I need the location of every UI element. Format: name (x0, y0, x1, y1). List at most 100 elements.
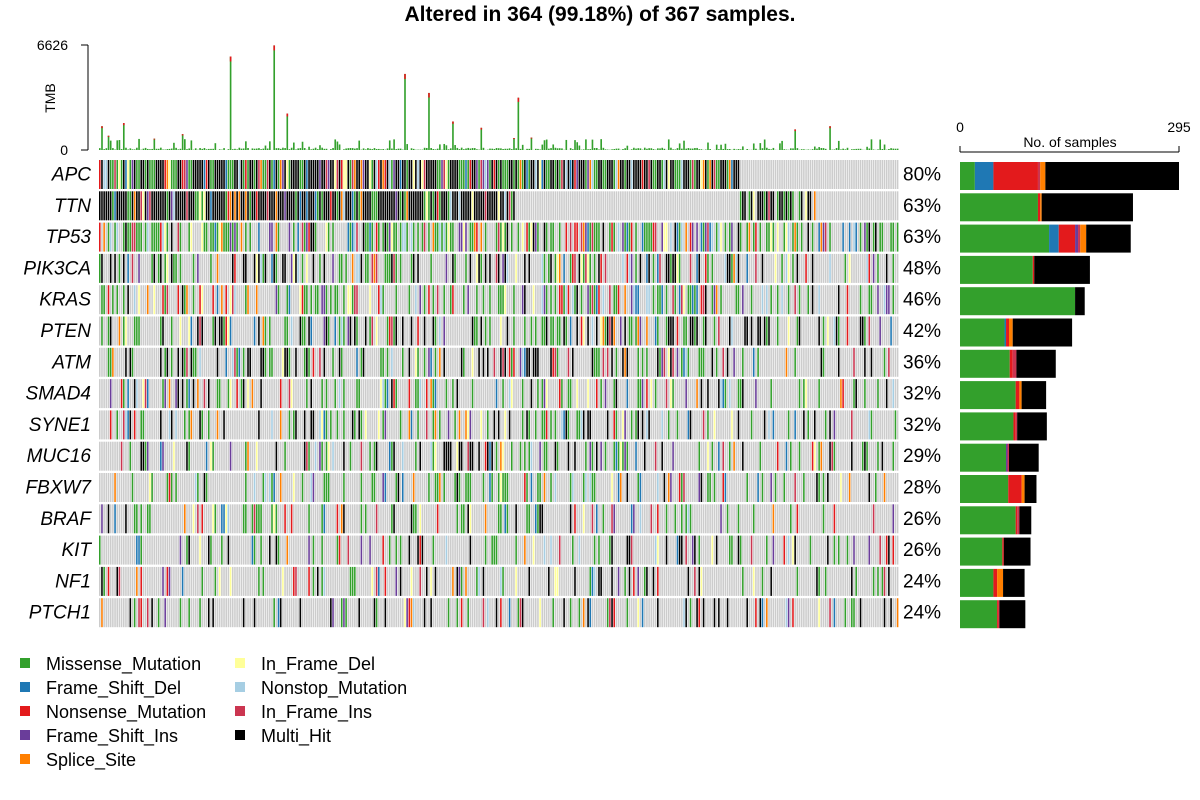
matrix-cell (781, 191, 783, 221)
tmb-bar (541, 144, 544, 150)
matrix-cell (657, 191, 659, 221)
matrix-cell (454, 410, 456, 440)
matrix-cell (380, 316, 382, 346)
matrix-cell (136, 535, 138, 565)
matrix-cell (539, 316, 541, 346)
matrix-cell (495, 285, 498, 315)
matrix-cell (506, 160, 509, 189)
matrix-cell (358, 441, 360, 471)
matrix-cell (776, 285, 779, 315)
matrix-cell (146, 441, 149, 471)
matrix-cell (399, 347, 402, 377)
matrix-cell (565, 410, 568, 440)
matrix-cell (739, 222, 742, 252)
matrix-cell (378, 379, 380, 409)
matrix-cell (225, 285, 227, 315)
matrix-cell (463, 441, 465, 471)
matrix-cell (349, 379, 352, 409)
matrix-cell (502, 347, 504, 377)
matrix-cell (502, 316, 504, 346)
matrix-cell (519, 253, 522, 283)
matrix-cell (637, 504, 639, 534)
tmb-bar (781, 140, 783, 150)
matrix-cell (718, 504, 720, 534)
matrix-cell (798, 410, 801, 440)
matrix-cell (99, 504, 101, 534)
matrix-cell (395, 285, 398, 315)
matrix-cell (423, 316, 426, 346)
matrix-cell (323, 285, 326, 315)
matrix-cell (726, 253, 729, 283)
matrix-cell (892, 504, 895, 534)
tmb-bar (284, 148, 286, 150)
matrix-cell (384, 379, 387, 409)
matrix-cell (561, 285, 563, 315)
tmb-bar (733, 148, 735, 150)
matrix-cell (221, 410, 223, 440)
matrix-cell (827, 222, 829, 252)
matrix-cell (585, 316, 587, 346)
matrix-cell (279, 347, 282, 377)
matrix-cell (534, 347, 537, 377)
matrix-cell (665, 379, 668, 409)
matrix-cell (805, 379, 807, 409)
matrix-cell (685, 504, 687, 534)
matrix-cell (186, 441, 188, 471)
matrix-cell (415, 316, 417, 346)
matrix-cell (628, 285, 631, 315)
matrix-cell (290, 191, 293, 221)
matrix-cell (783, 504, 786, 534)
matrix-cell (140, 441, 142, 471)
matrix-cell (619, 441, 622, 471)
matrix-cell (678, 441, 681, 471)
matrix-cell (724, 285, 727, 315)
matrix-cell (755, 222, 757, 252)
tmb-bar (872, 149, 875, 150)
matrix-cell (343, 347, 345, 377)
matrix-cell (428, 504, 430, 534)
matrix-cell (151, 473, 153, 502)
matrix-cell (785, 347, 788, 377)
matrix-cell (269, 535, 271, 565)
matrix-cell (155, 535, 158, 565)
matrix-cell (371, 222, 374, 252)
matrix-cell (190, 441, 193, 471)
matrix-cell (661, 379, 663, 409)
matrix-cell (487, 285, 489, 315)
matrix-cell (347, 410, 350, 440)
tmb-bar (626, 145, 629, 150)
matrix-cell (170, 316, 173, 346)
matrix-cell (604, 441, 607, 471)
matrix-cell (205, 441, 208, 471)
matrix-cell (454, 222, 456, 252)
matrix-cell (473, 316, 476, 346)
matrix-cell (151, 285, 153, 315)
matrix-cell (879, 191, 881, 221)
matrix-cell (375, 504, 378, 534)
matrix-cell (251, 222, 254, 252)
matrix-cell (744, 285, 746, 315)
matrix-cell (654, 191, 657, 221)
matrix-cell (288, 222, 291, 252)
matrix-cell (194, 535, 197, 565)
matrix-cell (373, 191, 376, 221)
matrix-cell (247, 160, 249, 189)
matrix-cell (855, 316, 857, 346)
matrix-cell (667, 441, 670, 471)
matrix-cell (410, 410, 413, 440)
matrix-cell (210, 160, 212, 189)
matrix-cell (144, 535, 147, 565)
matrix-cell (861, 285, 864, 315)
tmb-bar-segment (530, 137, 533, 139)
matrix-cell (375, 441, 378, 471)
matrix-cell (624, 253, 626, 283)
matrix-cell (558, 285, 561, 315)
matrix-cell (700, 285, 703, 315)
matrix-cell (452, 473, 454, 502)
matrix-cell (223, 253, 225, 283)
matrix-cell (816, 410, 818, 440)
matrix-cell (722, 191, 724, 221)
matrix-cell (177, 160, 180, 189)
matrix-cell (515, 535, 517, 565)
matrix-cell (478, 285, 480, 315)
